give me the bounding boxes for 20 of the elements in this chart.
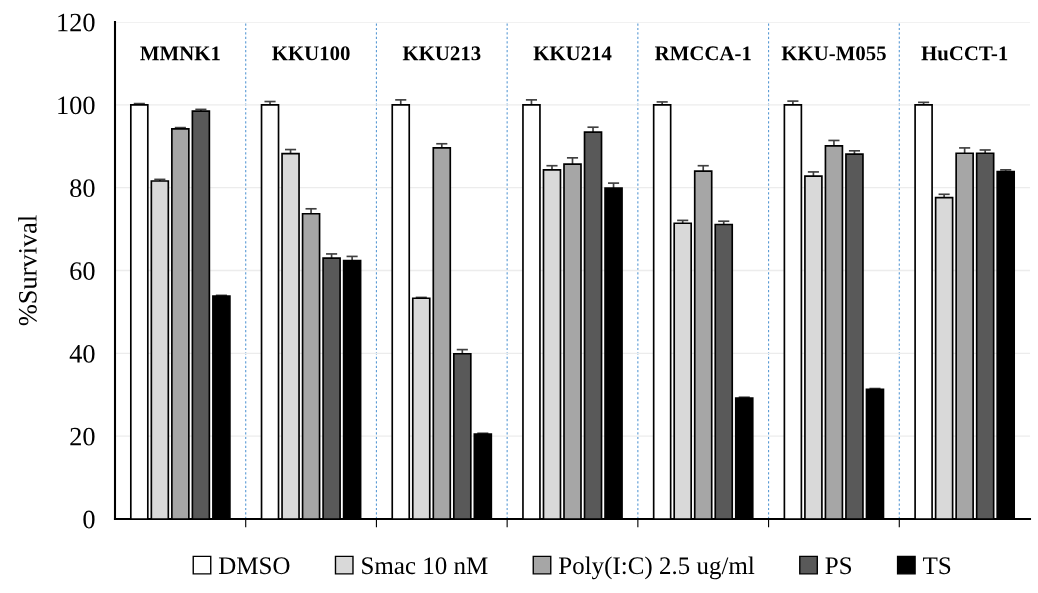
x-tick-label: KKU-M055 [781,46,886,61]
y-tick-label: 120 [58,13,95,32]
x-tick-label: HuCCT-1 [921,46,1008,61]
y-tick-label: 0 [83,510,95,529]
x-tick-label: MMNK1 [140,46,220,61]
x-tick-label: KKU100 [272,46,350,61]
legend-label: Poly(I:C) 2.5 ug/ml [558,556,755,580]
x-tick-label: RMCCA-1 [654,46,751,61]
legend-label: TS [923,557,951,575]
y-axis-title: %Survival [18,215,37,326]
legend-label: Smac 10 nM [362,557,488,575]
legend-label: DMSO [218,557,290,575]
y-tick-label: 20 [70,427,95,446]
x-tick-label: KKU213 [402,46,481,61]
y-tick-label: 100 [58,96,95,115]
y-tick-label: 40 [69,344,95,363]
y-tick-label: 60 [70,262,95,280]
legend-label: PS [825,557,852,575]
x-tick-label: KKU214 [533,46,612,61]
y-tick-label: 80 [70,179,95,198]
